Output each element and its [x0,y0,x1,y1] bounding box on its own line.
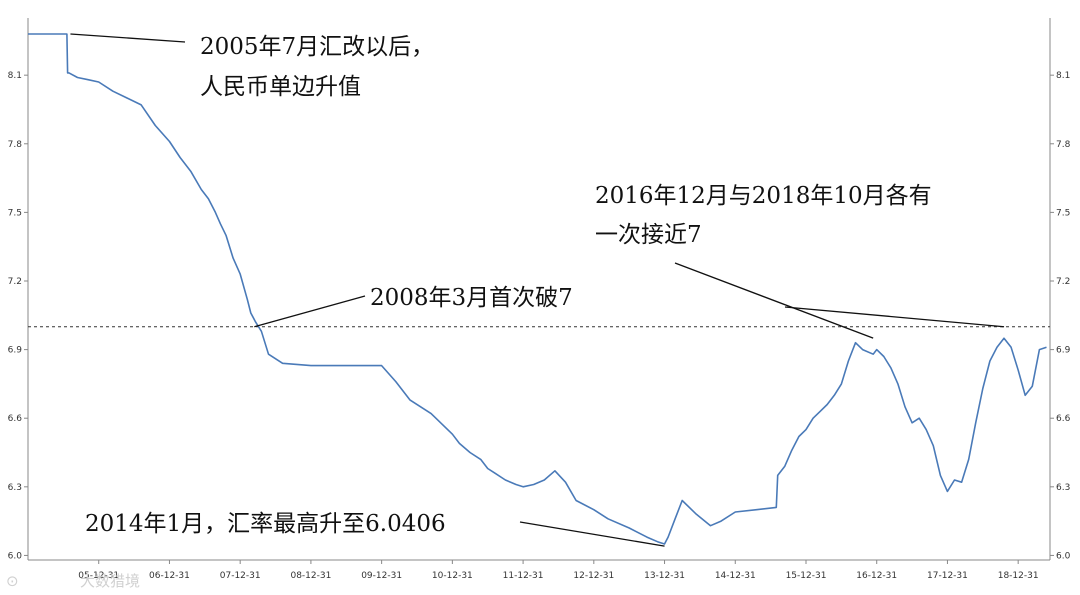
x-tick-label: 05-12-31 [78,571,119,581]
annotation-near-7-line-1: 2016年12月与2018年10月各有 [595,183,932,209]
x-tick-label: 06-12-31 [149,571,190,581]
y-tick-label-right: 7.8 [1056,140,1071,150]
y-tick-label-right: 7.2 [1056,277,1070,287]
y-tick-label-left: 7.5 [8,208,22,218]
leader-line-oct-2018 [784,306,1005,328]
series-layer [28,33,1047,545]
x-tick-label: 11-12-31 [503,571,544,581]
y-tick-label-right: 6.3 [1056,483,1070,493]
axes [24,18,1054,564]
x-tick-label: 12-12-31 [573,571,614,581]
x-tick-label: 16-12-31 [856,571,897,581]
leader-line-reform [70,33,186,43]
annotation-reform-line-2: 人民币单边升值 [200,74,361,100]
leader-line-break-7 [254,295,366,328]
y-tick-label-left: 8.1 [8,71,22,81]
x-tick-label: 08-12-31 [290,571,331,581]
y-tick-label-right: 6.6 [1056,414,1071,424]
x-tick-label: 10-12-31 [432,571,473,581]
watermark-text: 大数猎境 [80,572,140,590]
annotation-reform-line-1: 2005年7月汇改以后， [200,34,434,60]
annotation-near-7-line-2: 一次接近7 [595,222,702,248]
x-tick-label: 17-12-31 [927,571,968,581]
watermark: ⊙ 大数猎境 [6,572,140,590]
y-tick-label-left: 6.0 [8,551,23,561]
y-tick-label-left: 7.2 [8,277,22,287]
watermark-logo-icon: ⊙ [6,572,19,590]
series-line [28,33,1047,545]
leader-line-dec-2016 [674,262,874,339]
y-tick-label-left: 6.3 [8,483,22,493]
annotation-break-7: 2008年3月首次破7 [370,285,573,311]
annotation-low-point: 2014年1月，汇率最高升至6.0406 [85,511,446,537]
y-tick-label-right: 6.9 [1056,346,1071,356]
y-tick-label-right: 8.1 [1056,71,1070,81]
tick-labels: 6.0 6.0 6.3 6.3 6.6 6.6 6.9 6.9 7.2 7.2 7.5 7.5 7.8 7… [8,71,1071,581]
y-tick-label-left: 6.9 [8,346,23,356]
y-tick-label-left: 7.8 [8,140,23,150]
y-tick-label-left: 6.6 [8,414,23,424]
leader-line-low-point [519,521,665,547]
x-tick-label: 13-12-31 [644,571,685,581]
x-tick-label: 07-12-31 [220,571,261,581]
y-tick-label-right: 6.0 [1056,551,1071,561]
x-tick-label: 18-12-31 [998,571,1039,581]
x-tick-label: 09-12-31 [361,571,402,581]
annotations: 2005年7月汇改以后， 人民币单边升值 2008年3月首次破7 2016年12… [85,34,932,537]
x-tick-label: 15-12-31 [786,571,827,581]
leader-lines [70,33,1005,547]
y-tick-label-right: 7.5 [1056,208,1070,218]
x-tick-label: 14-12-31 [715,571,756,581]
